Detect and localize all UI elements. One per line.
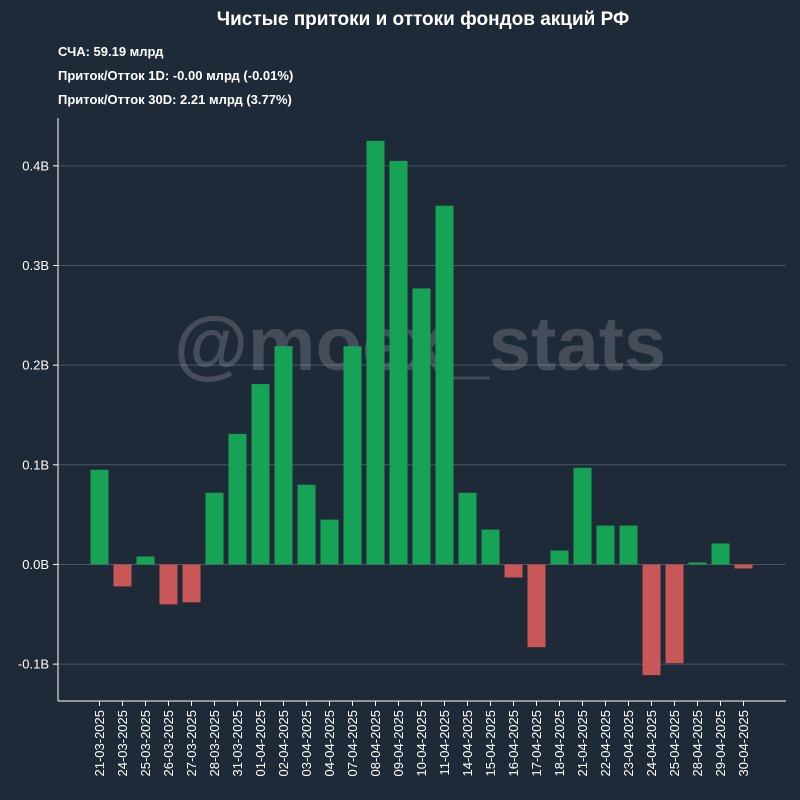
bar-08-04-2025 [366,140,385,565]
x-tick-label: 28-04-2025 [690,710,705,777]
bar-25-04-2025 [665,564,684,664]
x-tick-label: 17-04-2025 [529,710,544,777]
bar-02-04-2025 [274,346,293,565]
x-tick-label: 23-04-2025 [621,710,636,777]
stat-flow-1d: Приток/Отток 1D: -0.00 млрд (-0.01%) [58,68,294,83]
x-tick-label: 08-04-2025 [368,710,383,777]
y-tick-label: -0.1B [18,657,49,672]
x-tick-label: 07-04-2025 [345,710,360,777]
chart-title: Чистые притоки и оттоки фондов акций РФ [216,9,630,30]
bar-01-04-2025 [251,384,270,565]
bar-10-04-2025 [412,288,431,565]
bar-04-04-2025 [320,519,339,565]
bar-30-04-2025 [734,564,753,569]
bar-14-04-2025 [458,492,477,565]
x-tick-label: 16-04-2025 [506,710,521,777]
x-tick-label: 24-03-2025 [115,710,130,777]
bar-18-04-2025 [550,550,569,565]
x-tick-label: 21-03-2025 [92,710,107,777]
bar-21-03-2025 [90,469,109,565]
bar-09-04-2025 [389,160,408,565]
x-tick-label: 31-03-2025 [230,710,245,777]
x-tick-label: 04-04-2025 [322,710,337,777]
x-tick-label: 26-03-2025 [161,710,176,777]
bar-15-04-2025 [481,529,500,565]
bar-23-04-2025 [619,525,638,565]
x-tick-label: 21-04-2025 [575,710,590,777]
bar-25-03-2025 [136,556,155,565]
bars [90,140,753,676]
stat-nav-value: СЧА: 59.19 млрд [58,44,164,59]
bar-31-03-2025 [228,433,247,565]
bar-27-03-2025 [182,564,201,603]
bar-11-04-2025 [435,205,454,565]
x-tick-label: 01-04-2025 [253,710,268,777]
x-tick-label: 25-03-2025 [138,710,153,777]
bar-24-04-2025 [642,564,661,676]
bar-24-03-2025 [113,564,132,587]
x-tick-label: 25-04-2025 [667,710,682,777]
y-tick-labels: -0.1B 0.0B 0.1B 0.2B 0.3B 0.4B [18,158,58,672]
x-tick-label: 30-04-2025 [736,710,751,777]
bar-26-03-2025 [159,564,178,605]
x-tick-label: 27-03-2025 [184,710,199,777]
y-tick-label: 0.3B [22,258,49,273]
x-tick-label: 11-04-2025 [437,710,452,776]
bar-07-04-2025 [343,346,362,565]
x-tick-label: 15-04-2025 [483,710,498,777]
x-tick-label: 24-04-2025 [644,710,659,777]
y-tick-label: 0.2B [22,358,49,373]
x-tick-label: 09-04-2025 [391,710,406,777]
y-tick-label: 0.0B [22,557,49,572]
stat-flow-30d: Приток/Отток 30D: 2.21 млрд (3.77%) [58,92,292,107]
bar-03-04-2025 [297,484,316,565]
x-tick-label: 22-04-2025 [598,710,613,777]
bar-22-04-2025 [596,525,615,565]
bar-29-04-2025 [711,543,730,565]
bar-16-04-2025 [504,564,523,578]
bar-17-04-2025 [527,564,546,648]
x-tick-label: 10-04-2025 [414,710,429,777]
bar-28-03-2025 [205,492,224,565]
y-tick-label: 0.4B [22,158,49,173]
x-tick-label: 02-04-2025 [276,710,291,777]
bar-21-04-2025 [573,467,592,565]
x-tick-label: 28-03-2025 [207,710,222,777]
x-tick-label: 03-04-2025 [299,710,314,777]
x-tick-label: 18-04-2025 [552,710,567,777]
x-tick-label: 14-04-2025 [460,710,475,777]
x-tick-labels: 21-03-2025 24-03-2025 25-03-2025 26-03-2025… [92,701,751,777]
y-tick-label: 0.1B [22,457,49,472]
bar-28-04-2025 [688,562,707,565]
x-tick-label: 29-04-2025 [713,710,728,777]
